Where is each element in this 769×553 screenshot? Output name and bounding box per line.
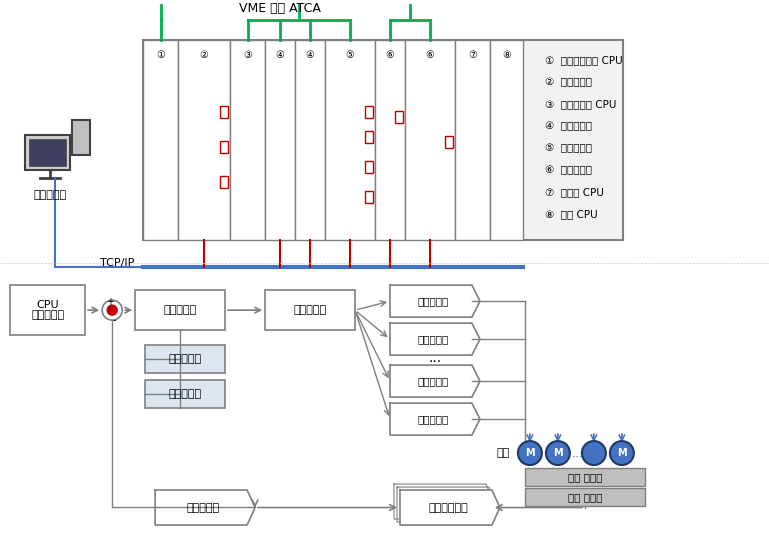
Bar bbox=[405, 40, 455, 240]
Bar bbox=[265, 290, 355, 330]
Text: 전력증폭기: 전력증폭기 bbox=[418, 334, 448, 344]
Polygon shape bbox=[390, 403, 480, 435]
Bar bbox=[455, 40, 490, 240]
Text: 전력증폭기: 전력증폭기 bbox=[418, 376, 448, 386]
Bar bbox=[525, 488, 645, 506]
Bar bbox=[10, 285, 85, 335]
Text: 전력제어기: 전력제어기 bbox=[294, 305, 327, 315]
Polygon shape bbox=[390, 365, 480, 397]
Bar bbox=[143, 40, 623, 240]
Bar bbox=[365, 161, 373, 173]
Bar bbox=[178, 40, 230, 240]
Bar bbox=[135, 290, 225, 330]
Circle shape bbox=[582, 441, 606, 465]
Text: ⑧  기타 CPU: ⑧ 기타 CPU bbox=[545, 209, 598, 219]
Bar bbox=[365, 191, 373, 203]
Circle shape bbox=[102, 300, 122, 320]
Text: ⑦: ⑦ bbox=[468, 50, 477, 60]
Text: ⑥  전력제어기: ⑥ 전력제어기 bbox=[545, 165, 592, 175]
Text: ③  운동제어기 CPU: ③ 운동제어기 CPU bbox=[545, 100, 616, 109]
Polygon shape bbox=[155, 490, 255, 525]
Text: +: + bbox=[106, 297, 114, 307]
Text: ②: ② bbox=[200, 50, 208, 60]
Bar bbox=[265, 40, 295, 240]
Bar bbox=[220, 176, 228, 188]
Text: 운동제어기: 운동제어기 bbox=[168, 389, 201, 399]
Text: TCP/IP: TCP/IP bbox=[100, 258, 135, 268]
Bar bbox=[220, 106, 228, 118]
Text: ⑥: ⑥ bbox=[385, 50, 394, 60]
Text: 수치연산기: 수치연산기 bbox=[187, 503, 220, 513]
Text: 전력증폭기: 전력증폭기 bbox=[418, 414, 448, 424]
Bar bbox=[72, 120, 90, 155]
Bar bbox=[230, 40, 265, 240]
Text: ...: ... bbox=[572, 447, 584, 460]
Text: ...: ... bbox=[428, 351, 441, 365]
Text: 제어스위치: 제어스위치 bbox=[164, 305, 197, 315]
Text: ⑦  구동계 CPU: ⑦ 구동계 CPU bbox=[545, 187, 604, 197]
Circle shape bbox=[610, 441, 634, 465]
Bar bbox=[145, 380, 225, 408]
Text: ①  레이저간섭계 CPU: ① 레이저간섭계 CPU bbox=[545, 55, 623, 65]
Text: 전력증폭기: 전력증폭기 bbox=[418, 296, 448, 306]
Text: -: - bbox=[112, 315, 116, 325]
Text: VME 또는 ATCA: VME 또는 ATCA bbox=[239, 2, 321, 15]
Polygon shape bbox=[400, 490, 500, 525]
Text: ⑤  제어스위치: ⑤ 제어스위치 bbox=[545, 143, 592, 153]
Bar bbox=[143, 40, 178, 240]
Text: ⑥: ⑥ bbox=[425, 50, 434, 60]
Text: 운동제어기: 운동제어기 bbox=[168, 354, 201, 364]
Text: ②  수치연산기: ② 수치연산기 bbox=[545, 77, 592, 87]
Text: M: M bbox=[553, 448, 563, 458]
Bar bbox=[395, 111, 403, 123]
Text: 운동제어기: 운동제어기 bbox=[32, 310, 65, 320]
Bar bbox=[29, 139, 66, 166]
Text: 중앙컴퓨터: 중앙컴퓨터 bbox=[34, 190, 67, 200]
Text: ③: ③ bbox=[243, 50, 252, 60]
Circle shape bbox=[546, 441, 570, 465]
Circle shape bbox=[107, 305, 117, 315]
Text: ①: ① bbox=[156, 50, 165, 60]
Bar bbox=[220, 141, 228, 153]
Text: ⑧: ⑧ bbox=[502, 50, 511, 60]
Bar bbox=[445, 136, 453, 148]
Text: ④  운동제어기: ④ 운동제어기 bbox=[545, 121, 592, 131]
Bar bbox=[525, 468, 645, 486]
Text: M: M bbox=[617, 448, 627, 458]
Text: ④: ④ bbox=[305, 50, 315, 60]
Circle shape bbox=[518, 441, 542, 465]
Text: ④: ④ bbox=[276, 50, 285, 60]
Bar bbox=[365, 106, 373, 118]
Bar bbox=[490, 40, 523, 240]
Text: 단축 구동계: 단축 구동계 bbox=[568, 472, 602, 482]
Bar bbox=[375, 40, 405, 240]
Bar bbox=[295, 40, 325, 240]
Polygon shape bbox=[390, 285, 480, 317]
Bar bbox=[25, 135, 70, 170]
Text: CPU: CPU bbox=[36, 300, 59, 310]
Bar bbox=[365, 131, 373, 143]
Bar bbox=[145, 345, 225, 373]
Text: 장축 구동계: 장축 구동계 bbox=[568, 492, 602, 502]
Text: 모터: 모터 bbox=[497, 448, 510, 458]
Text: 레이저간섭계: 레이저간섭계 bbox=[428, 503, 468, 513]
Text: ⑤: ⑤ bbox=[345, 50, 355, 60]
Polygon shape bbox=[390, 323, 480, 355]
Bar bbox=[325, 40, 375, 240]
Text: M: M bbox=[525, 448, 534, 458]
